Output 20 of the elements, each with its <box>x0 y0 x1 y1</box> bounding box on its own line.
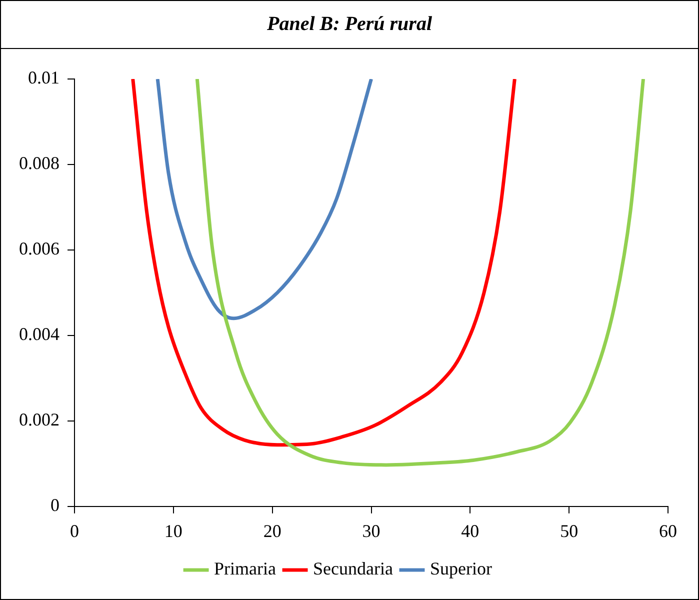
x-tick-label: 50 <box>560 520 578 541</box>
line-series <box>195 79 646 467</box>
y-tick-label: 0.006 <box>19 238 60 259</box>
x-tick-label: 10 <box>164 520 182 541</box>
y-tick-label: 0.01 <box>28 68 60 88</box>
line-series <box>156 79 373 320</box>
legend-label: Superior <box>430 558 492 579</box>
y-tick-label: 0 <box>50 495 60 516</box>
y-tick-label: 0.008 <box>19 153 60 174</box>
legend-label: Secundaria <box>313 558 393 579</box>
y-tick-label: 0.004 <box>19 324 60 344</box>
line-series <box>131 79 516 447</box>
chart-title: Panel B: Perú rural <box>1 1 698 49</box>
y-tick-label: 0.002 <box>19 410 60 430</box>
x-tick-label: 20 <box>263 520 282 541</box>
legend-label: Primaria <box>214 558 276 579</box>
x-tick-label: 60 <box>659 520 677 541</box>
x-tick-label: 40 <box>461 520 480 541</box>
x-tick-label: 30 <box>362 520 380 541</box>
x-tick-label: 0 <box>70 520 79 541</box>
